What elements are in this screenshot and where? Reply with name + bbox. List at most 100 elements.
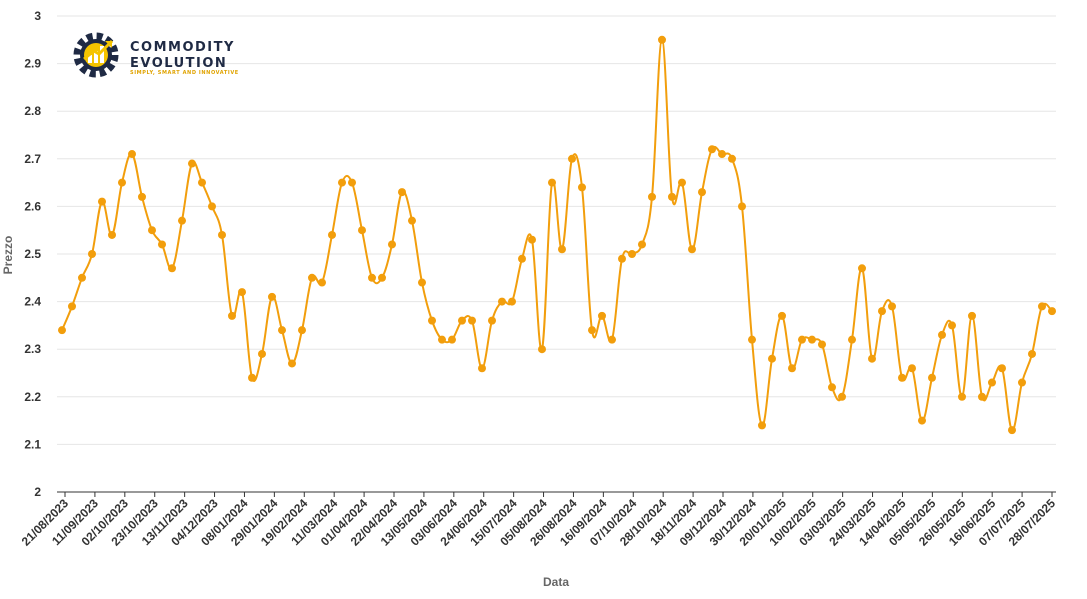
data-point[interactable] xyxy=(78,273,86,282)
data-point[interactable] xyxy=(238,288,246,297)
data-point[interactable] xyxy=(258,349,266,358)
data-point[interactable] xyxy=(728,154,736,163)
data-point[interactable] xyxy=(918,416,926,425)
data-point[interactable] xyxy=(598,311,606,320)
data-point[interactable] xyxy=(158,240,166,249)
data-point[interactable] xyxy=(748,335,756,344)
data-point[interactable] xyxy=(948,321,956,330)
data-point[interactable] xyxy=(68,302,76,311)
data-point[interactable] xyxy=(308,273,316,282)
data-point[interactable] xyxy=(458,316,466,325)
data-point[interactable] xyxy=(548,178,556,187)
data-point[interactable] xyxy=(488,316,496,325)
data-point[interactable] xyxy=(968,311,976,320)
data-point[interactable] xyxy=(898,373,906,382)
data-point[interactable] xyxy=(168,264,176,273)
data-point[interactable] xyxy=(828,383,836,392)
data-point[interactable] xyxy=(378,273,386,282)
data-point[interactable] xyxy=(678,178,686,187)
data-point[interactable] xyxy=(88,250,96,258)
data-point[interactable] xyxy=(798,335,806,344)
data-point[interactable] xyxy=(648,192,656,201)
data-point[interactable] xyxy=(118,178,126,187)
data-point[interactable] xyxy=(468,316,476,325)
data-point[interactable] xyxy=(988,378,996,387)
data-point[interactable] xyxy=(248,373,256,382)
data-point[interactable] xyxy=(638,240,646,249)
data-point[interactable] xyxy=(128,150,136,159)
data-point[interactable] xyxy=(188,159,196,168)
data-point[interactable] xyxy=(808,335,816,344)
data-point[interactable] xyxy=(1048,307,1056,316)
data-point[interactable] xyxy=(368,273,376,282)
data-point[interactable] xyxy=(608,335,616,344)
data-point[interactable] xyxy=(878,307,886,316)
data-point[interactable] xyxy=(268,292,276,301)
data-point[interactable] xyxy=(298,326,306,335)
data-point[interactable] xyxy=(438,335,446,344)
data-point[interactable] xyxy=(328,230,336,239)
data-point[interactable] xyxy=(538,345,546,354)
data-point[interactable] xyxy=(978,392,986,401)
data-point[interactable] xyxy=(228,311,236,320)
data-point[interactable] xyxy=(1038,302,1046,311)
data-point[interactable] xyxy=(408,216,416,225)
data-point[interactable] xyxy=(958,392,966,401)
data-point[interactable] xyxy=(848,335,856,344)
data-point[interactable] xyxy=(788,364,796,373)
data-point[interactable] xyxy=(288,359,296,368)
data-point[interactable] xyxy=(938,330,946,339)
data-point[interactable] xyxy=(278,326,286,335)
data-point[interactable] xyxy=(868,354,876,363)
data-point[interactable] xyxy=(338,178,346,187)
data-point[interactable] xyxy=(1008,426,1016,435)
data-point[interactable] xyxy=(208,202,216,211)
data-point[interactable] xyxy=(768,354,776,363)
data-point[interactable] xyxy=(658,35,666,44)
data-point[interactable] xyxy=(528,235,536,244)
data-point[interactable] xyxy=(998,364,1006,373)
data-point[interactable] xyxy=(518,254,526,263)
data-point[interactable] xyxy=(398,188,406,197)
data-point[interactable] xyxy=(718,150,726,159)
data-point[interactable] xyxy=(698,188,706,197)
data-point[interactable] xyxy=(218,230,226,239)
data-point[interactable] xyxy=(818,340,826,349)
data-point[interactable] xyxy=(558,245,566,254)
data-point[interactable] xyxy=(178,216,186,225)
data-point[interactable] xyxy=(758,421,766,430)
data-point[interactable] xyxy=(448,335,456,344)
data-point[interactable] xyxy=(568,154,576,163)
data-point[interactable] xyxy=(508,297,516,306)
data-point[interactable] xyxy=(358,226,366,235)
data-point[interactable] xyxy=(138,192,146,201)
data-point[interactable] xyxy=(858,264,866,273)
data-point[interactable] xyxy=(688,245,696,254)
data-point[interactable] xyxy=(628,250,636,258)
data-point[interactable] xyxy=(618,254,626,263)
data-point[interactable] xyxy=(428,316,436,325)
data-point[interactable] xyxy=(148,226,156,235)
data-point[interactable] xyxy=(888,302,896,311)
data-point[interactable] xyxy=(198,178,206,187)
data-point[interactable] xyxy=(498,297,506,306)
data-point[interactable] xyxy=(348,178,356,187)
data-point[interactable] xyxy=(668,192,676,201)
data-point[interactable] xyxy=(928,373,936,382)
data-point[interactable] xyxy=(578,183,586,192)
data-point[interactable] xyxy=(318,278,326,287)
data-point[interactable] xyxy=(388,240,396,249)
data-point[interactable] xyxy=(838,392,846,401)
data-point[interactable] xyxy=(98,197,106,206)
data-point[interactable] xyxy=(908,364,916,373)
data-point[interactable] xyxy=(708,145,716,154)
data-point[interactable] xyxy=(58,326,66,335)
data-point[interactable] xyxy=(478,364,486,373)
data-point[interactable] xyxy=(588,326,596,335)
data-point[interactable] xyxy=(778,311,786,320)
data-point[interactable] xyxy=(418,278,426,287)
data-point[interactable] xyxy=(738,202,746,211)
data-point[interactable] xyxy=(1018,378,1026,387)
data-point[interactable] xyxy=(1028,349,1036,358)
data-point[interactable] xyxy=(108,230,116,239)
